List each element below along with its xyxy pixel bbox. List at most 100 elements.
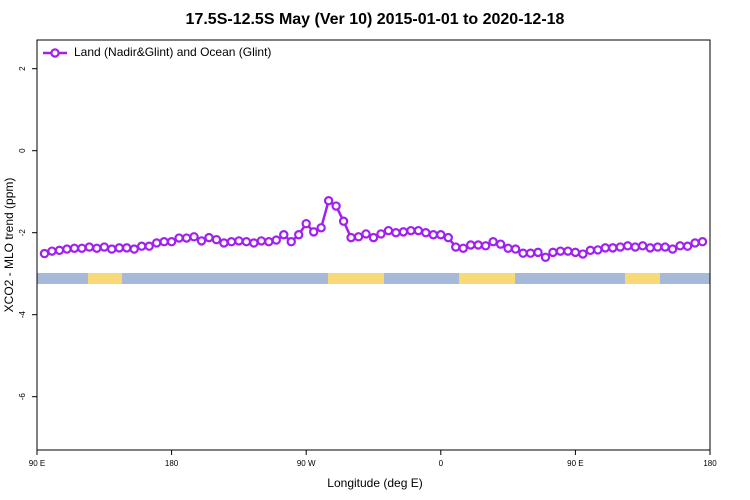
data-point [428,230,439,240]
data-point [279,230,289,240]
data-point [593,245,603,255]
data-point [151,238,162,248]
x-tick-label: 180 [703,459,717,468]
data-point [376,229,386,239]
data-point [77,243,87,253]
data-point [660,242,670,252]
land-ocean-strip [37,273,710,284]
data-point [398,227,409,237]
y-axis-label: XCO2 - MLO trend (ppm) [2,178,16,313]
data-point [391,227,401,238]
data-point [675,241,685,251]
data-point [219,238,229,248]
data-point [615,242,625,252]
data-point [638,241,648,251]
data-point [608,243,618,253]
data-point [578,249,588,259]
data-point [585,245,596,256]
data-point [294,230,304,240]
x-tick-label: 90 W [297,459,316,468]
data-point [92,243,102,253]
data-point [264,237,274,247]
data-point [122,243,132,253]
y-tick-label: 2 [18,66,27,71]
data-point [54,245,65,256]
data-point [383,225,394,236]
data-point [368,232,379,243]
legend-label: Land (Nadir&Glint) and Ocean (Glint) [74,45,271,59]
data-point [563,246,573,256]
data-point [249,238,259,248]
plot-frame [36,39,711,451]
data-point [271,235,281,245]
data-point [436,230,446,240]
data-point [114,243,124,253]
data-point [548,247,558,258]
data-point [107,244,117,254]
y-tick-label: -6 [18,393,27,401]
chart-title: 17.5S-12.5S May (Ver 10) 2015-01-01 to 2… [186,11,565,28]
legend-marker [50,48,60,58]
x-tick-label: 90 E [29,459,45,468]
data-point [323,196,334,206]
data-point [630,242,640,252]
data-point [690,238,700,248]
data-point [346,232,356,243]
data-point [316,223,326,233]
y-tick-label: -2 [18,229,27,237]
data-point [136,241,147,251]
y-tick-label: -4 [18,311,27,319]
data-point [458,243,468,253]
data-point [159,237,169,247]
data-point [443,232,453,243]
data-point [204,232,214,243]
data-point [652,242,663,252]
data-point [361,229,371,239]
data-point [570,247,581,258]
data-point [451,242,461,252]
data-point [555,246,566,256]
data-point [256,236,267,246]
data-point [697,237,708,247]
data-point [338,216,349,226]
data-point [301,218,311,229]
y-tick-label: 0 [18,148,27,153]
data-point [466,240,476,250]
data-point [510,244,521,254]
data-point [129,244,139,254]
data-point [533,247,543,258]
data-point [480,241,491,251]
data-point [166,237,177,247]
data-point [503,243,513,253]
data-point [623,241,633,251]
data-point [331,201,341,211]
data-point [525,248,536,258]
data-point [406,225,416,236]
data-point [47,246,57,256]
data-point [234,236,244,246]
data-point [682,241,693,251]
data-point [667,244,678,254]
data-point [39,248,50,259]
data-point [308,227,319,237]
data-point [211,234,222,245]
x-tick-label: 90 E [567,459,583,468]
data-point [413,225,424,236]
x-tick-label: 0 [439,459,444,468]
data-point [174,233,184,243]
data-point [69,243,80,253]
data-point [421,227,431,238]
data-point [226,237,237,247]
data-point [353,232,364,242]
data-point [645,243,655,253]
data-point [62,244,72,254]
data-point [286,237,296,247]
data-point [189,232,199,242]
data-point [600,243,611,253]
x-tick-label: 180 [165,459,179,468]
data-point [84,242,95,252]
data-point [473,240,483,250]
data-point [518,248,528,258]
data-point [495,239,506,249]
